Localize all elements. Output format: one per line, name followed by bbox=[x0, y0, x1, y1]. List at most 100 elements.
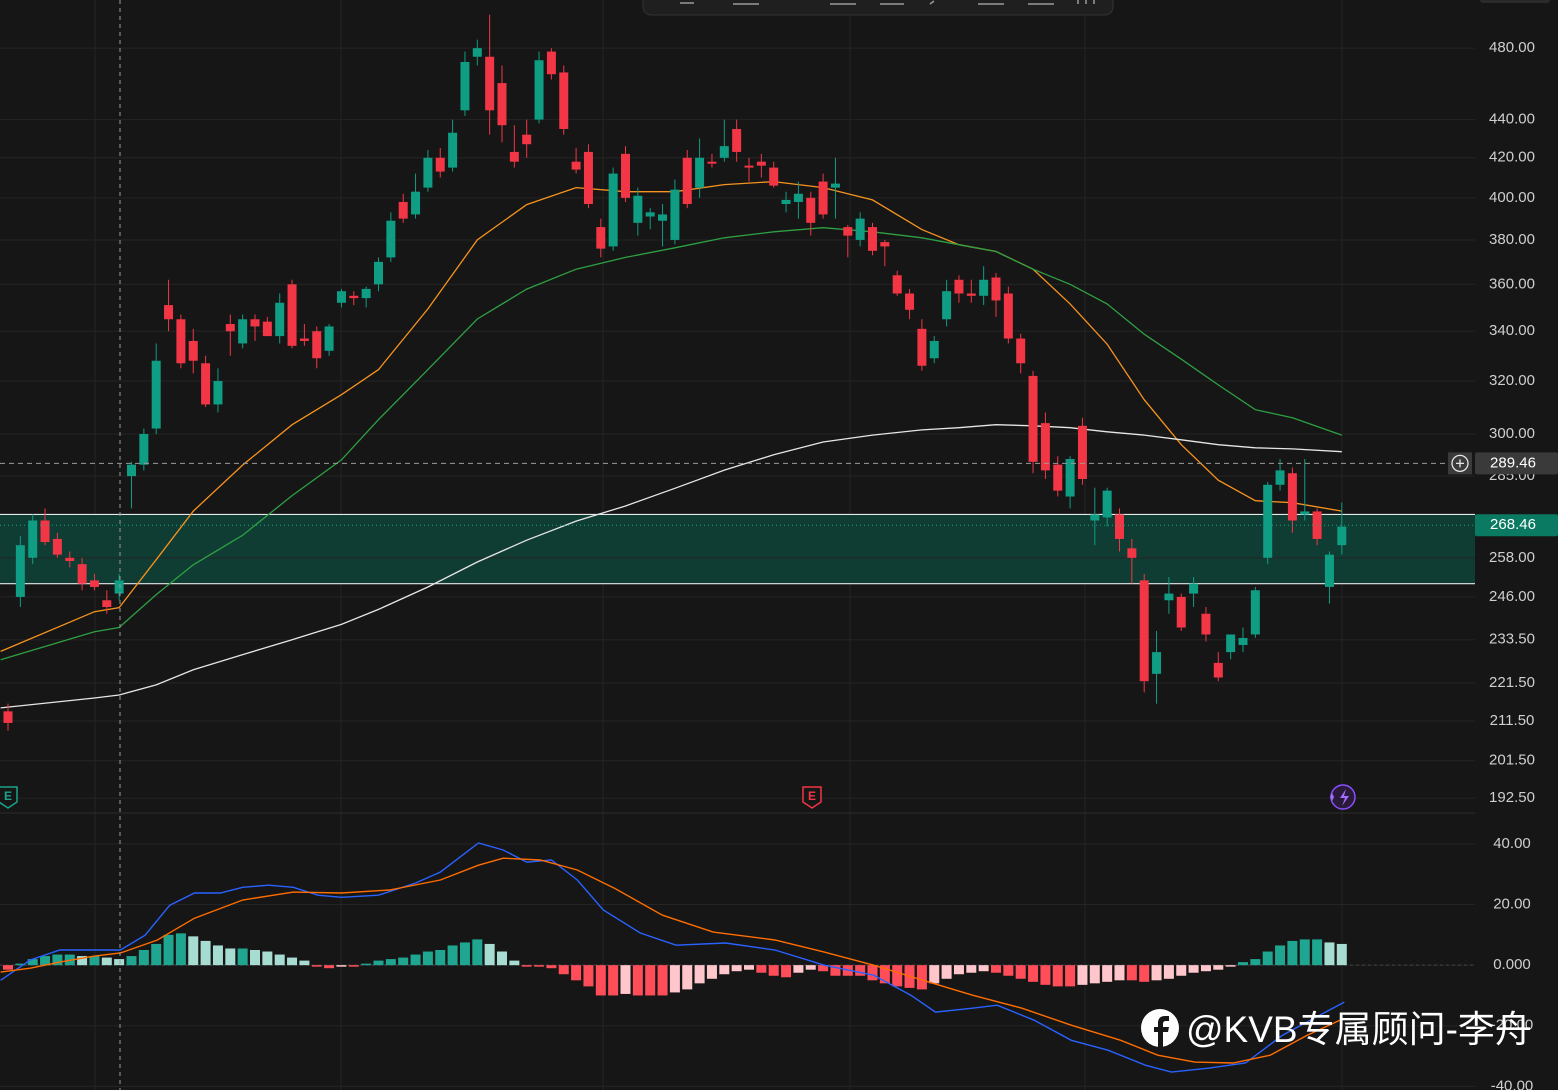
macd-bar bbox=[978, 965, 989, 972]
candle-body bbox=[781, 199, 791, 205]
candle-body bbox=[608, 173, 618, 247]
macd-bar bbox=[1225, 965, 1236, 967]
indicator-line bbox=[0, 180, 1342, 652]
candle-body bbox=[89, 580, 99, 587]
macd-bar bbox=[571, 965, 582, 981]
macd-bar bbox=[1065, 965, 1076, 987]
macd-bar bbox=[126, 956, 137, 966]
macd-bar bbox=[175, 933, 186, 966]
candle-body bbox=[1337, 526, 1347, 546]
candle-body bbox=[707, 161, 717, 164]
macd-bar bbox=[287, 957, 298, 966]
macd-bar bbox=[459, 942, 470, 966]
macd-bar bbox=[410, 954, 421, 966]
macd-bar bbox=[632, 965, 643, 996]
macd-bar bbox=[1102, 965, 1113, 982]
macd-bar bbox=[89, 956, 100, 966]
plot-layer: 480.00 440.00 420.00 400.00 380.00 360.00 340.… bbox=[0, 14, 1558, 1090]
candle-body bbox=[818, 181, 828, 215]
y-tick-label: 221.50 bbox=[1489, 674, 1535, 691]
macd-bar bbox=[1040, 965, 1051, 985]
macd-bar bbox=[756, 965, 767, 973]
candle-body bbox=[1139, 580, 1149, 682]
macd-bar bbox=[225, 948, 236, 966]
macd-bar bbox=[1176, 965, 1187, 976]
candle-body bbox=[1040, 423, 1050, 471]
macd-bar bbox=[200, 940, 211, 966]
macd-bar bbox=[793, 965, 804, 973]
macd-bar bbox=[1238, 962, 1248, 966]
macd-bar bbox=[706, 965, 717, 979]
macd-bar bbox=[929, 965, 940, 984]
y-tick-label: 246.00 bbox=[1489, 588, 1535, 605]
candle-body bbox=[546, 51, 556, 75]
macd-bar bbox=[435, 950, 446, 966]
macd-bar bbox=[1089, 965, 1100, 984]
watermark-text: @KVB专属顾问-李舟 bbox=[1186, 1009, 1532, 1050]
macd-bar bbox=[1275, 945, 1286, 966]
macd-bar bbox=[373, 960, 384, 966]
candle-body bbox=[374, 261, 383, 285]
toolbar-button[interactable] bbox=[1480, 0, 1550, 3]
macd-bar bbox=[398, 957, 409, 966]
candle-body bbox=[40, 520, 50, 543]
macd-bar bbox=[1139, 965, 1150, 982]
candle-body bbox=[65, 557, 75, 562]
macd-bar bbox=[558, 965, 569, 975]
macd-bar bbox=[1028, 965, 1039, 982]
candle-body bbox=[1238, 637, 1248, 646]
macd-bar bbox=[151, 943, 162, 966]
candle-body bbox=[633, 195, 643, 223]
macd-bar bbox=[608, 965, 619, 996]
candle-body bbox=[1028, 375, 1038, 462]
candle-body bbox=[460, 61, 470, 111]
alert-icon[interactable] bbox=[1330, 784, 1356, 810]
macd-bar bbox=[1213, 965, 1224, 970]
candle-body bbox=[127, 464, 136, 477]
candle-body bbox=[830, 183, 840, 188]
earnings-label: E bbox=[808, 789, 816, 803]
macd-bar bbox=[1114, 965, 1125, 981]
macd-bar bbox=[805, 965, 816, 970]
candle-body bbox=[744, 165, 754, 168]
macd-bar bbox=[1299, 939, 1310, 966]
candle-body bbox=[1226, 634, 1236, 653]
candle-body bbox=[1213, 662, 1223, 678]
macd-bar bbox=[138, 950, 149, 966]
candle-body bbox=[398, 201, 408, 219]
macd-bar bbox=[1077, 965, 1088, 985]
macd-bar bbox=[274, 954, 285, 966]
candle-body bbox=[472, 48, 482, 57]
candle-body bbox=[201, 363, 211, 405]
candle-body bbox=[176, 319, 186, 364]
candle-body bbox=[966, 293, 976, 296]
macd-bar bbox=[534, 965, 545, 967]
candle-body bbox=[1152, 652, 1162, 674]
macd-bar bbox=[645, 965, 656, 996]
macd-bar bbox=[52, 954, 63, 966]
candle-body bbox=[151, 360, 161, 429]
candle-body bbox=[769, 167, 779, 186]
indicator-line bbox=[0, 424, 1342, 709]
candle-body bbox=[793, 193, 803, 202]
macd-bar bbox=[657, 965, 668, 996]
y-tick-label: 420.00 bbox=[1489, 149, 1535, 166]
indicator-line bbox=[0, 857, 1345, 1064]
candle-body bbox=[509, 151, 519, 162]
macd-bar bbox=[27, 959, 38, 966]
macd-bar bbox=[336, 965, 347, 967]
macd-bar bbox=[867, 965, 878, 981]
toolbar[interactable] bbox=[642, 0, 1550, 16]
macd-bar bbox=[916, 965, 927, 990]
macd-bar bbox=[348, 965, 359, 967]
candle-body bbox=[312, 331, 322, 359]
macd-bar bbox=[262, 951, 273, 966]
macd-bar bbox=[731, 965, 742, 972]
candle-body bbox=[596, 227, 606, 249]
candle-body bbox=[1201, 613, 1211, 635]
macd-bar bbox=[892, 965, 903, 987]
candle-body bbox=[213, 381, 223, 405]
candle-body bbox=[250, 319, 260, 327]
y-tick-label: 192.50 bbox=[1489, 789, 1535, 806]
macd-bar bbox=[719, 965, 730, 975]
